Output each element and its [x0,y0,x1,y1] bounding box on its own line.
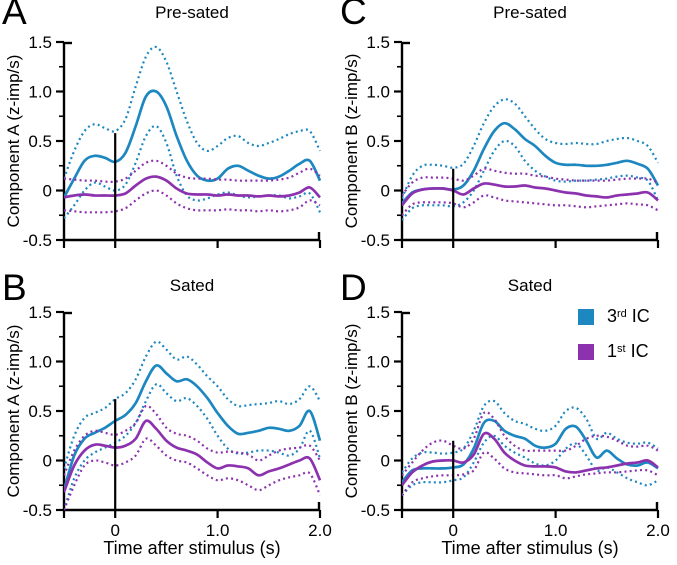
axes-D: -0.5 0 0.5 1.0 1.5 0 1.0 2.0 [361,303,670,540]
panel-B: B Sated Component A (z-imp/s) -0.5 0 0.5 1.… [0,267,338,565]
y-tick-label: 1.5 [28,33,52,52]
y-tick-label: 0 [43,452,52,471]
legend-swatch-1st-ic [578,343,594,360]
panel-C: C Pre-sated Component B (z-imp/s) -0.5 0 0… [338,0,676,289]
panel-letter-D: D [340,267,367,308]
plot-A: -0.5 0 0.5 1.0 1.5 [23,33,322,250]
y-tick-label: 0 [381,182,390,201]
y-tick-label: -0.5 [361,231,390,250]
legend-label-1st-sup: st [617,343,626,355]
panel-title-C: Pre-sated [493,3,567,22]
C-3rd-ic-lower-bound [402,139,659,221]
legend-item-1st-ic: 1st IC [578,341,650,362]
legend-label-1st-rest: IC [625,341,649,361]
legend-label-3rd-ic: 3rd IC [607,306,650,327]
y-tick-label: 1.0 [366,83,390,102]
A-1st-ic-upper-bound [64,159,321,183]
D-3rd-ic-mean [402,418,659,484]
legend-label-3rd-base: 3 [607,306,618,326]
A-3rd-ic-lower-bound [64,124,321,219]
A-1st-ic-mean [64,175,321,199]
y-tick-label: 0.5 [366,132,390,151]
x-tick-label: 2.0 [646,521,670,540]
series-group-A [64,45,322,219]
C-3rd-ic-mean [402,121,660,205]
panel-title-D: Sated [507,276,553,295]
plot-C: -0.5 0 0.5 1.0 1.5 [361,33,660,250]
x-axis-label-D: Time after stimulus (s) [441,538,619,558]
C-1st-ic-upper-bound [402,167,659,197]
B-3rd-ic-upper-bound [64,340,321,469]
y-tick-label: -0.5 [361,501,390,520]
plot-D: -0.5 0 0.5 1.0 1.5 0 1.0 2.0 [361,303,670,540]
y-tick-label: 0 [381,452,390,471]
y-tick-label: 0.5 [28,132,52,151]
legend: 3rd IC 1st IC [578,306,650,362]
plot-B: -0.5 0 0.5 1.0 1.5 0 1.0 2.0 [23,303,332,540]
legend-label-3rd-sup: rd [617,308,627,320]
legend-label-1st-base: 1 [607,341,618,361]
A-3rd-ic-upper-bound [64,45,321,179]
y-tick-label: 1.0 [366,353,390,372]
x-tick-label: 1.0 [206,521,230,540]
axes-C: -0.5 0 0.5 1.0 1.5 [361,33,660,250]
C-3rd-ic-upper-bound [402,98,659,199]
x-tick-label: 0 [448,521,457,540]
B-3rd-ic-mean [64,363,322,491]
C-1st-ic-lower-bound [402,194,659,217]
y-tick-label: 1.5 [28,303,52,322]
panel-D: D Sated Component B (z-imp/s) -0.5 0 0.5 1.… [338,267,676,565]
y-tick-label: 1.0 [28,353,52,372]
B-1st-ic-upper-bound [64,404,321,476]
x-axis-label-B: Time after stimulus (s) [103,538,281,558]
y-tick-label: -0.5 [23,231,52,250]
y-tick-label: 0.5 [28,402,52,421]
y-tick-label: 0 [43,182,52,201]
B-3rd-ic-lower-bound [64,383,322,511]
x-tick-label: 1.0 [544,521,568,540]
y-tick-label: 1.5 [366,33,390,52]
legend-label-3rd-rest: IC [626,306,650,326]
series-group-C [402,98,660,221]
panel-letter-A: A [2,0,27,32]
C-1st-ic-mean [402,182,659,207]
A-1st-ic-lower-bound [64,189,321,214]
axes-B: -0.5 0 0.5 1.0 1.5 0 1.0 2.0 [23,303,332,540]
panel-title-B: Sated [169,276,215,295]
series-group-B [64,340,322,511]
panel-title-A: Pre-sated [155,3,229,22]
legend-item-3rd-ic: 3rd IC [578,306,650,327]
x-tick-label: 2.0 [308,521,332,540]
panel-letter-B: B [2,267,27,308]
panel-A: A Pre-sated Component A (z-imp/s) -0.5 0 0… [0,0,338,289]
D-1st-ic-lower-bound [402,451,659,496]
B-1st-ic-lower-bound [64,437,322,511]
B-1st-ic-mean [64,419,322,493]
x-tick-label: 0 [110,521,119,540]
legend-label-1st-ic: 1st IC [607,341,649,362]
y-tick-label: 1.0 [28,83,52,102]
axes-A: -0.5 0 0.5 1.0 1.5 [23,33,322,250]
panel-letter-C: C [340,0,367,32]
y-tick-label: -0.5 [23,501,52,520]
series-group-D [402,399,659,496]
y-tick-label: 0.5 [366,402,390,421]
y-tick-label: 1.5 [366,303,390,322]
D-1st-ic-mean [402,431,659,487]
A-3rd-ic-mean [64,89,322,199]
legend-swatch-3rd-ic [578,308,594,325]
